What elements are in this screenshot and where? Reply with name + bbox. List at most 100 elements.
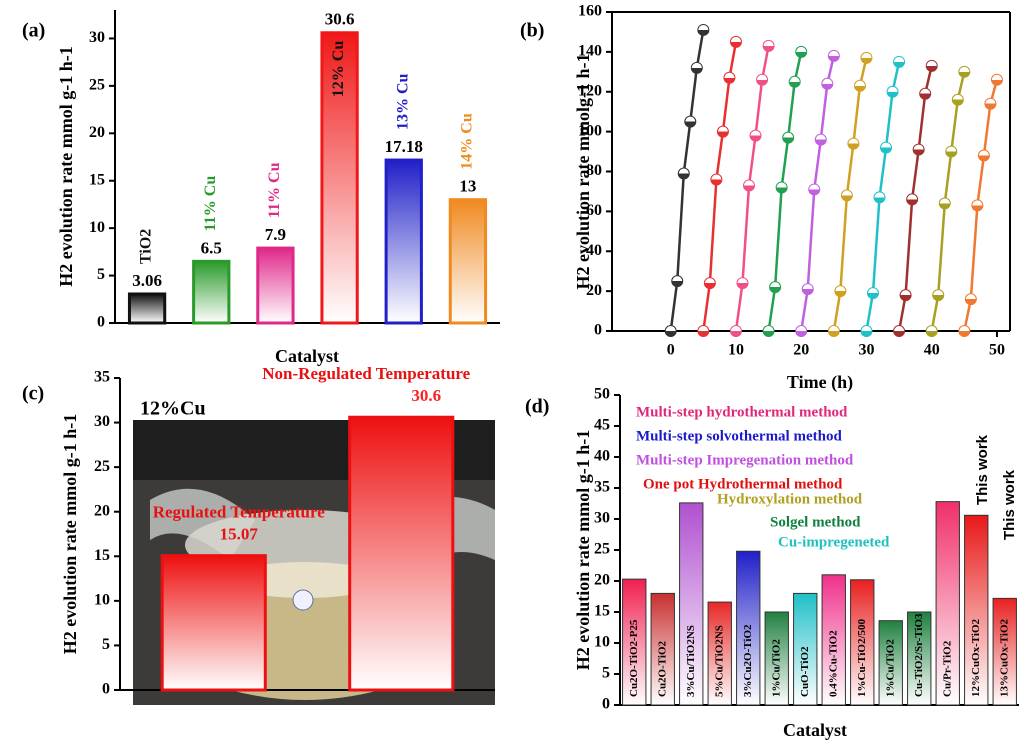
value-label: 17.18 [385, 137, 423, 156]
point [965, 294, 976, 305]
panel-label: (b) [520, 20, 544, 42]
category-label: 11% Cu [266, 162, 283, 218]
point [665, 326, 676, 337]
point [783, 132, 794, 143]
category-label: 14% Cu [459, 113, 476, 170]
y-tick-label: 0 [97, 314, 105, 331]
point [763, 40, 774, 51]
category-label: 5%Cu/TiO2NS [713, 625, 725, 697]
y-tick-label: 0 [102, 681, 110, 698]
y-tick-label: 30 [594, 510, 610, 527]
point [796, 326, 807, 337]
y-tick-label: 25 [89, 77, 105, 94]
value-label: 30.6 [325, 10, 355, 29]
y-tick-label: 35 [94, 369, 110, 386]
point [920, 88, 931, 99]
point [854, 80, 865, 91]
point [717, 126, 728, 137]
y-tick-label: 15 [94, 547, 110, 564]
point [926, 60, 937, 71]
y-tick-label: 25 [94, 458, 110, 475]
y-tick-label: 35 [594, 479, 610, 496]
bar [129, 294, 164, 323]
category-label: Regulated Temperature [153, 503, 325, 522]
panel-label: (c) [22, 383, 44, 405]
category-label: 13% Cu [394, 73, 411, 130]
category-label: 1%Cu/TiO2 [884, 639, 896, 697]
y-tick-label: 20 [89, 124, 105, 141]
value-label: 15.07 [220, 525, 259, 544]
category-label: 12%CuOx-TiO2 [970, 618, 982, 697]
x-tick-label: 10 [728, 342, 744, 359]
x-tick-label: 0 [667, 342, 675, 359]
y-tick-label: 140 [578, 43, 602, 60]
value-label: 6.5 [201, 238, 222, 257]
point [991, 74, 1002, 85]
point [672, 276, 683, 287]
y-tick-label: 0 [594, 322, 602, 339]
category-label: CuO-TiO2 [799, 646, 811, 697]
x-tick-label: 40 [924, 342, 940, 359]
y-tick-label: 50 [594, 386, 610, 403]
x-axis-label: Time (h) [787, 372, 853, 393]
y-tick-label: 20 [94, 502, 110, 519]
point [750, 130, 761, 141]
point [894, 56, 905, 67]
point [913, 144, 924, 155]
y-axis-label: H2 evolution rate mmol g-1 h-1 [573, 430, 593, 670]
point [978, 150, 989, 161]
method-label: Multi-step Impregenation method [636, 452, 854, 468]
point [711, 174, 722, 185]
y-axis-label: H2 evolution rate mmol g-1 h-1 [56, 46, 76, 286]
point [907, 194, 918, 205]
category-label: Cu2O-TiO2-P25 [628, 619, 640, 697]
value-label: 13 [459, 177, 476, 196]
method-label: Solgel method [770, 514, 861, 530]
category-label: 11% Cu [202, 176, 219, 232]
point [861, 326, 872, 337]
y-tick-label: 25 [594, 541, 610, 558]
x-tick-label: 20 [793, 342, 809, 359]
point [939, 198, 950, 209]
point [841, 190, 852, 201]
point [802, 284, 813, 295]
y-tick-label: 0 [602, 696, 610, 713]
figure: (a)CatalystH2 evolution rate mmol g-1 h-… [0, 0, 1019, 741]
point [959, 326, 970, 337]
y-tick-label: 20 [594, 572, 610, 589]
note: This work [974, 434, 991, 505]
value-label: 3.06 [132, 271, 162, 290]
point [894, 326, 905, 337]
note: This work [1001, 469, 1018, 540]
panel-label: (a) [22, 20, 45, 42]
point [757, 74, 768, 85]
y-tick-label: 60 [586, 202, 602, 219]
point [678, 168, 689, 179]
y-tick-label: 80 [586, 162, 602, 179]
value-label: 30.6 [411, 386, 441, 405]
point [933, 290, 944, 301]
bar [194, 261, 229, 323]
point [698, 326, 709, 337]
point [730, 36, 741, 47]
point [796, 46, 807, 57]
category-label: Cu/Pr-TiO2 [941, 640, 953, 697]
point [815, 134, 826, 145]
x-tick-label: 50 [989, 342, 1005, 359]
point [763, 326, 774, 337]
category-label: Cu2O-TiO2 [656, 640, 668, 697]
y-tick-label: 30 [94, 413, 110, 430]
point [698, 24, 709, 35]
category-label: 3%Cu/TiO2NS [685, 625, 697, 697]
point [926, 326, 937, 337]
point [972, 200, 983, 211]
y-tick-label: 45 [594, 417, 610, 434]
y-tick-label: 10 [594, 634, 610, 651]
panel-label: (d) [525, 396, 549, 418]
category-label: 0.4%Cu-TiO2 [827, 630, 839, 697]
category-label: Cu-TiO2/Sr-TiO3 [913, 613, 925, 697]
y-tick-label: 120 [578, 82, 602, 99]
point [737, 278, 748, 289]
category-label: 12% Cu [330, 41, 347, 98]
category-label: Non-Regulated Temperature [262, 364, 470, 383]
